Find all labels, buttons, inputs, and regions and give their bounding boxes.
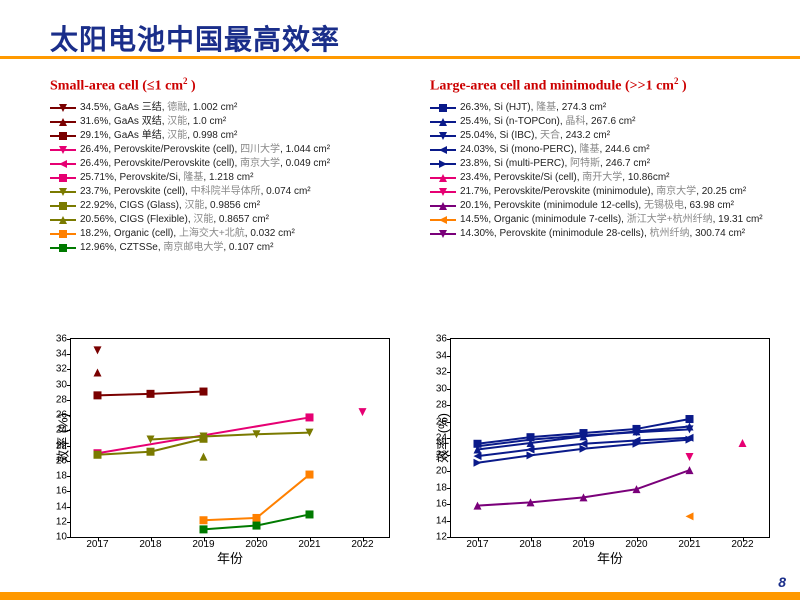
legend-item: 23.4%, Perovskite/Si (cell), 南开大学, 10.86… (430, 171, 780, 185)
legend-item: 23.7%, Perovskite (cell), 中科院半导体所, 0.074… (50, 185, 400, 199)
marker-icon (430, 144, 456, 156)
marker-icon (430, 214, 456, 226)
marker-icon (50, 158, 76, 170)
legend-label: 20.1%, Perovskite (minimodule 12-cells),… (460, 199, 734, 213)
left-section-title: Small-area cell (≤1 cm2 ) (50, 76, 400, 95)
left-xlabel: 年份 (217, 548, 243, 567)
legend-item: 24.03%, Si (mono-PERC), 隆基, 244.6 cm² (430, 143, 780, 157)
marker-icon (430, 228, 456, 240)
legend-item: 31.6%, GaAs 双结, 汉能, 1.0 cm² (50, 115, 400, 129)
legend-label: 20.56%, CIGS (Flexible), 汉能, 0.8657 cm² (80, 213, 269, 227)
legend-label: 31.6%, GaAs 双结, 汉能, 1.0 cm² (80, 115, 226, 129)
left-chart: 效率 (%) 年份 101214161820222426283032343620… (70, 338, 390, 538)
marker-icon (50, 200, 76, 212)
legend-item: 26.3%, Si (HJT), 隆基, 274.3 cm² (430, 101, 780, 115)
legend-label: 18.2%, Organic (cell), 上海交大+北航, 0.032 cm… (80, 227, 295, 241)
legend-label: 26.3%, Si (HJT), 隆基, 274.3 cm² (460, 101, 606, 115)
marker-icon (430, 200, 456, 212)
page-number: 8 (778, 574, 786, 590)
legend-item: 14.30%, Perovskite (minimodule 28-cells)… (430, 227, 780, 241)
bottom-divider (0, 592, 800, 600)
legend-label: 29.1%, GaAs 单结, 汉能, 0.998 cm² (80, 129, 237, 143)
marker-icon (50, 144, 76, 156)
marker-icon (430, 130, 456, 142)
left-legend: 34.5%, GaAs 三结, 德融, 1.002 cm² 31.6%, GaA… (50, 101, 400, 255)
marker-icon (430, 116, 456, 128)
legend-label: 26.4%, Perovskite/Perovskite (cell), 四川大… (80, 143, 330, 157)
marker-icon (430, 186, 456, 198)
legend-label: 23.4%, Perovskite/Si (cell), 南开大学, 10.86… (460, 171, 670, 185)
top-divider (0, 56, 800, 59)
legend-label: 23.8%, Si (multi-PERC), 阿特斯, 246.7 cm² (460, 157, 650, 171)
legend-label: 34.5%, GaAs 三结, 德融, 1.002 cm² (80, 101, 237, 115)
legend-label: 14.5%, Organic (minimodule 7-cells), 浙江大… (460, 213, 763, 227)
legend-label: 23.7%, Perovskite (cell), 中科院半导体所, 0.074… (80, 185, 311, 199)
legend-item: 25.4%, Si (n-TOPCon), 晶科, 267.6 cm² (430, 115, 780, 129)
marker-icon (50, 214, 76, 226)
legend-item: 26.4%, Perovskite/Perovskite (cell), 南京大… (50, 157, 400, 171)
marker-icon (50, 186, 76, 198)
right-chart: 效率 (%) 年份 121416182022242628303234362017… (450, 338, 770, 538)
marker-icon (50, 102, 76, 114)
legend-item: 29.1%, GaAs 单结, 汉能, 0.998 cm² (50, 129, 400, 143)
legend-item: 25.71%, Perovskite/Si, 隆基, 1.218 cm² (50, 171, 400, 185)
legend-label: 21.7%, Perovskite/Perovskite (minimodule… (460, 185, 746, 199)
legend-item: 20.56%, CIGS (Flexible), 汉能, 0.8657 cm² (50, 213, 400, 227)
right-section-title: Large-area cell and minimodule (>>1 cm2 … (430, 76, 780, 95)
right-xlabel: 年份 (597, 548, 623, 567)
right-legend: 26.3%, Si (HJT), 隆基, 274.3 cm² 25.4%, Si… (430, 101, 780, 241)
legend-label: 22.92%, CIGS (Glass), 汉能, 0.9856 cm² (80, 199, 260, 213)
legend-item: 21.7%, Perovskite/Perovskite (minimodule… (430, 185, 780, 199)
legend-item: 34.5%, GaAs 三结, 德融, 1.002 cm² (50, 101, 400, 115)
legend-label: 24.03%, Si (mono-PERC), 隆基, 244.6 cm² (460, 143, 650, 157)
legend-item: 18.2%, Organic (cell), 上海交大+北航, 0.032 cm… (50, 227, 400, 241)
legend-item: 14.5%, Organic (minimodule 7-cells), 浙江大… (430, 213, 780, 227)
legend-item: 26.4%, Perovskite/Perovskite (cell), 四川大… (50, 143, 400, 157)
marker-icon (430, 102, 456, 114)
legend-label: 26.4%, Perovskite/Perovskite (cell), 南京大… (80, 157, 330, 171)
marker-icon (430, 158, 456, 170)
slide-title: 太阳电池中国最高效率 (50, 18, 340, 58)
marker-icon (50, 130, 76, 142)
marker-icon (430, 172, 456, 184)
legend-item: 22.92%, CIGS (Glass), 汉能, 0.9856 cm² (50, 199, 400, 213)
marker-icon (50, 116, 76, 128)
legend-label: 25.4%, Si (n-TOPCon), 晶科, 267.6 cm² (460, 115, 635, 129)
left-column: Small-area cell (≤1 cm2 ) 34.5%, GaAs 三结… (50, 76, 400, 255)
legend-label: 25.71%, Perovskite/Si, 隆基, 1.218 cm² (80, 171, 253, 185)
legend-item: 20.1%, Perovskite (minimodule 12-cells),… (430, 199, 780, 213)
right-column: Large-area cell and minimodule (>>1 cm2 … (430, 76, 780, 241)
legend-item: 25.04%, Si (IBC), 天合, 243.2 cm² (430, 129, 780, 143)
marker-icon (50, 172, 76, 184)
marker-icon (50, 242, 76, 254)
marker-icon (50, 228, 76, 240)
legend-item: 12.96%, CZTSSe, 南京邮电大学, 0.107 cm² (50, 241, 400, 255)
legend-label: 12.96%, CZTSSe, 南京邮电大学, 0.107 cm² (80, 241, 273, 255)
legend-item: 23.8%, Si (multi-PERC), 阿特斯, 246.7 cm² (430, 157, 780, 171)
legend-label: 14.30%, Perovskite (minimodule 28-cells)… (460, 227, 745, 241)
legend-label: 25.04%, Si (IBC), 天合, 243.2 cm² (460, 129, 610, 143)
